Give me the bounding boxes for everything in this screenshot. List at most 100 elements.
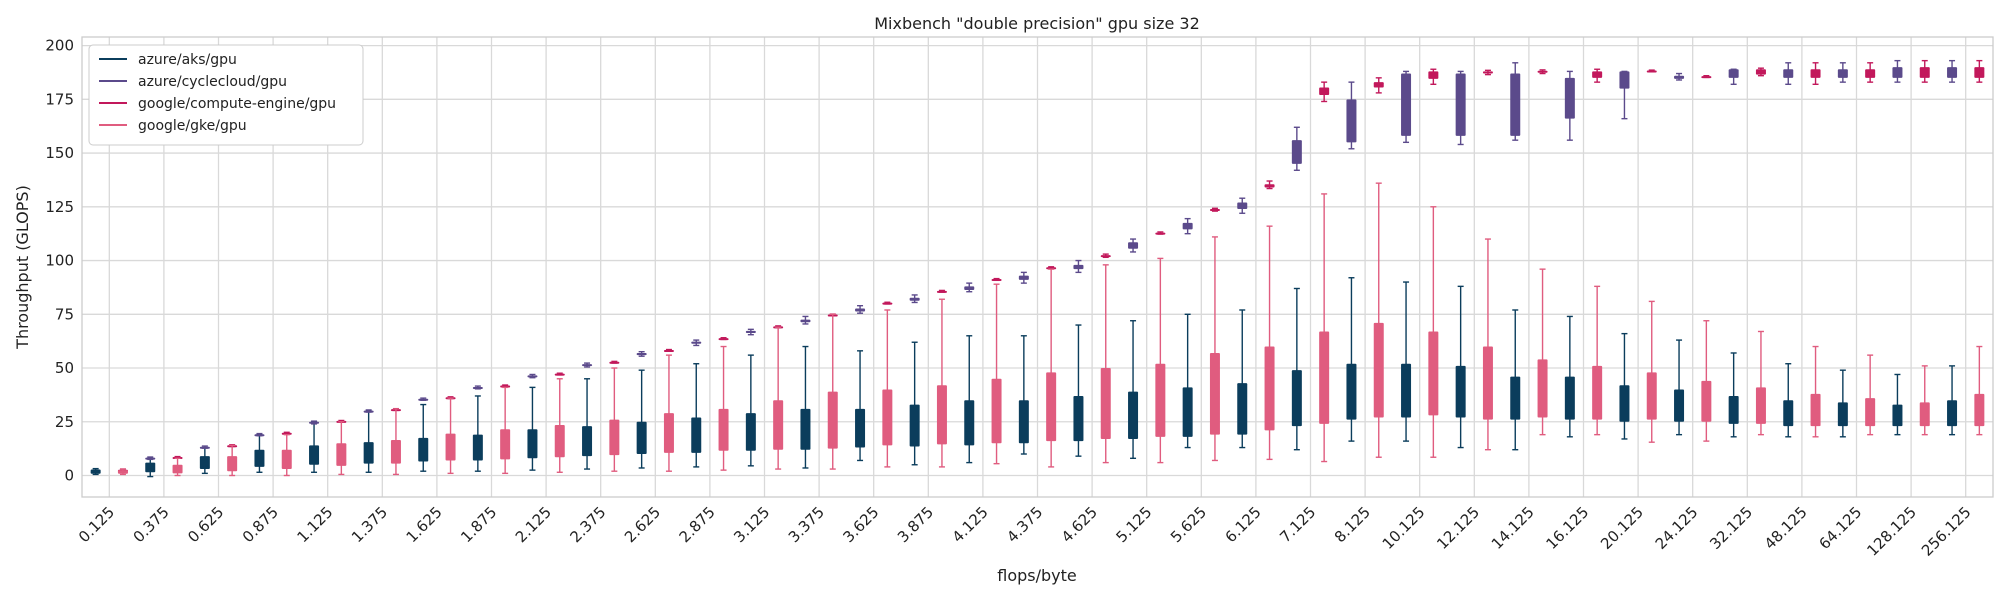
box-body (199, 456, 210, 470)
box-body (418, 398, 429, 401)
box-body (1892, 67, 1903, 78)
y-tick-label: 125 (45, 198, 74, 216)
legend-label: google/gke/gpu (138, 118, 247, 134)
box-body (1755, 387, 1766, 424)
box-body (1291, 370, 1302, 427)
box-body (663, 413, 674, 453)
box-body (1455, 365, 1466, 418)
legend-label: azure/aks/gpu (138, 52, 237, 68)
box-body (527, 375, 538, 378)
box-body (991, 378, 1002, 444)
box-body (309, 445, 320, 465)
plot-frame (81, 36, 1994, 498)
box-body (1701, 76, 1712, 79)
y-tick-label: 175 (45, 90, 74, 108)
legend: azure/aks/gpu azure/cyclecloud/gpu google/… (88, 44, 364, 146)
y-tick-label: 200 (45, 37, 74, 55)
box-body (1073, 264, 1084, 270)
box-body (1810, 69, 1821, 78)
box-body (1728, 395, 1739, 424)
box-body (1701, 380, 1712, 422)
box-body (1892, 404, 1903, 427)
box-body (254, 449, 265, 467)
box-body (609, 419, 620, 456)
x-axis-label: flops/byte (997, 566, 1077, 585)
series-group (90, 277, 1958, 478)
box-body (281, 449, 292, 470)
box-body (1128, 242, 1139, 249)
box-body (691, 417, 702, 453)
box-body (199, 446, 210, 449)
legend-frame (88, 44, 364, 146)
box-body (800, 408, 811, 450)
box-body (855, 308, 866, 312)
box-body (1291, 140, 1302, 164)
y-tick-label: 100 (45, 252, 74, 270)
box-body (309, 421, 320, 424)
box-body (1428, 71, 1439, 79)
box-body (90, 469, 101, 474)
box-body (1837, 402, 1848, 427)
box-body (936, 290, 947, 293)
box-body (909, 297, 920, 301)
box-body (936, 385, 947, 445)
box-body (1428, 331, 1439, 416)
box-body (1755, 69, 1766, 75)
box-body (718, 338, 729, 341)
box-body (1373, 82, 1384, 88)
boxes (90, 59, 1985, 478)
box-body (1018, 400, 1029, 444)
box-body (336, 443, 347, 466)
box-body (1537, 359, 1548, 418)
legend-label: google/compute-engine/gpu (138, 96, 336, 112)
box-body (663, 349, 674, 352)
chart-title: Mixbench "double precision" gpu size 32 (874, 14, 1200, 33)
series-group (145, 59, 1958, 461)
box-body (1674, 389, 1685, 422)
box-body (636, 352, 647, 356)
box-body (1592, 365, 1603, 420)
box-body (1947, 400, 1958, 427)
box-body (117, 470, 128, 474)
box-body (1510, 376, 1521, 420)
box-body (363, 410, 374, 413)
box-body (855, 408, 866, 448)
box-body (145, 457, 156, 460)
box-body (827, 391, 838, 449)
box-body (254, 434, 265, 437)
y-tick-label: 25 (55, 413, 74, 431)
box-body (718, 408, 729, 451)
box-body (1264, 346, 1275, 431)
box-body (1482, 71, 1493, 74)
box-body (1073, 395, 1084, 442)
box-body (636, 421, 647, 455)
box-body (1100, 255, 1111, 258)
box-body (1619, 385, 1630, 422)
box-body (1237, 383, 1248, 435)
box-body (527, 429, 538, 459)
y-tick-labels: 0 25 50 75 100 125 150 175 200 (45, 37, 74, 485)
box-body (1401, 73, 1412, 136)
box-body (800, 319, 811, 323)
box-body (554, 373, 565, 376)
box-body (1209, 208, 1220, 211)
box-body (1209, 352, 1220, 435)
box-body (1865, 69, 1876, 78)
box-body (773, 400, 784, 450)
box-body (1182, 222, 1193, 230)
box-body (390, 440, 401, 464)
box-body (1947, 67, 1958, 78)
box-body (1974, 67, 1985, 78)
box-body (1510, 73, 1521, 136)
box-body (1865, 398, 1876, 427)
box-body (1619, 71, 1630, 89)
box-body (991, 279, 1002, 282)
y-tick-label: 50 (55, 359, 74, 377)
box-body (882, 389, 893, 446)
box-body (1319, 331, 1330, 424)
box-body (227, 456, 238, 472)
box-body (1373, 322, 1384, 418)
box-body (1919, 402, 1930, 427)
